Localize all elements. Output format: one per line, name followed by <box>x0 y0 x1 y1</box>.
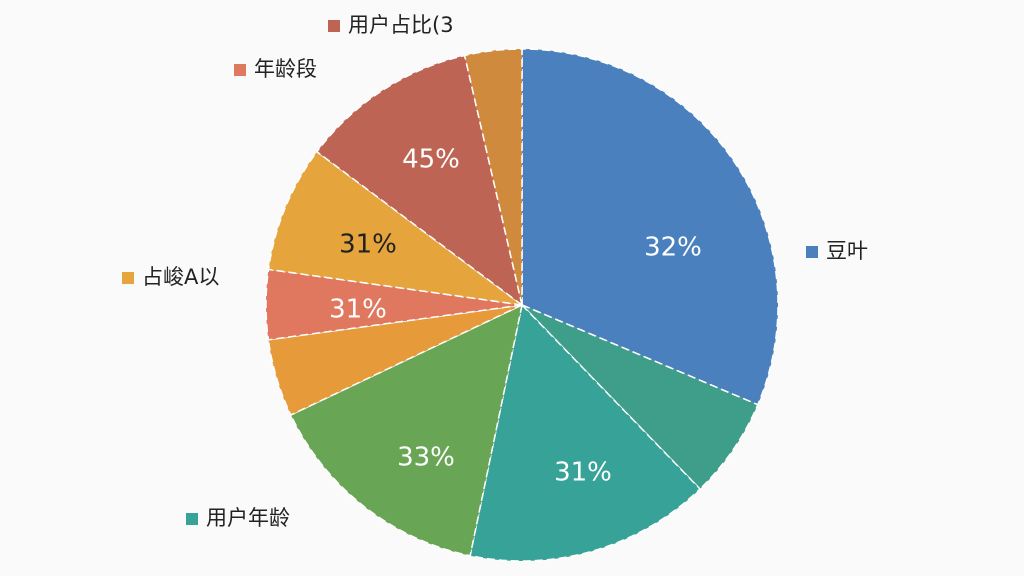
pie-slice <box>463 48 523 306</box>
legend-label: 豆叶 <box>826 239 868 263</box>
legend-label: 用户年龄 <box>206 506 290 530</box>
slice-label: 32% <box>644 233 702 263</box>
slice-label: 31% <box>339 230 397 260</box>
slice-label: 31% <box>554 458 612 488</box>
pie-slice <box>521 304 759 491</box>
legend-swatch <box>234 64 246 76</box>
pie-slice <box>267 150 523 306</box>
slice-label: 33% <box>397 443 455 473</box>
legend-swatch <box>806 246 818 258</box>
legend-label: 占峻A以 <box>142 265 219 289</box>
slice-label: 45% <box>402 145 460 175</box>
legend-label: 用户占比(3 <box>348 13 454 37</box>
pie-slice <box>267 304 523 416</box>
pie-slice <box>521 48 779 406</box>
legend-swatch <box>328 20 340 32</box>
pie-slice <box>315 54 524 307</box>
slice-label: 31% <box>329 295 387 325</box>
pie-slice <box>289 303 524 557</box>
pie-slice <box>469 303 702 562</box>
legend-swatch <box>122 272 134 284</box>
legend-swatch <box>186 513 198 525</box>
legend-label: 年龄段 <box>254 57 317 81</box>
